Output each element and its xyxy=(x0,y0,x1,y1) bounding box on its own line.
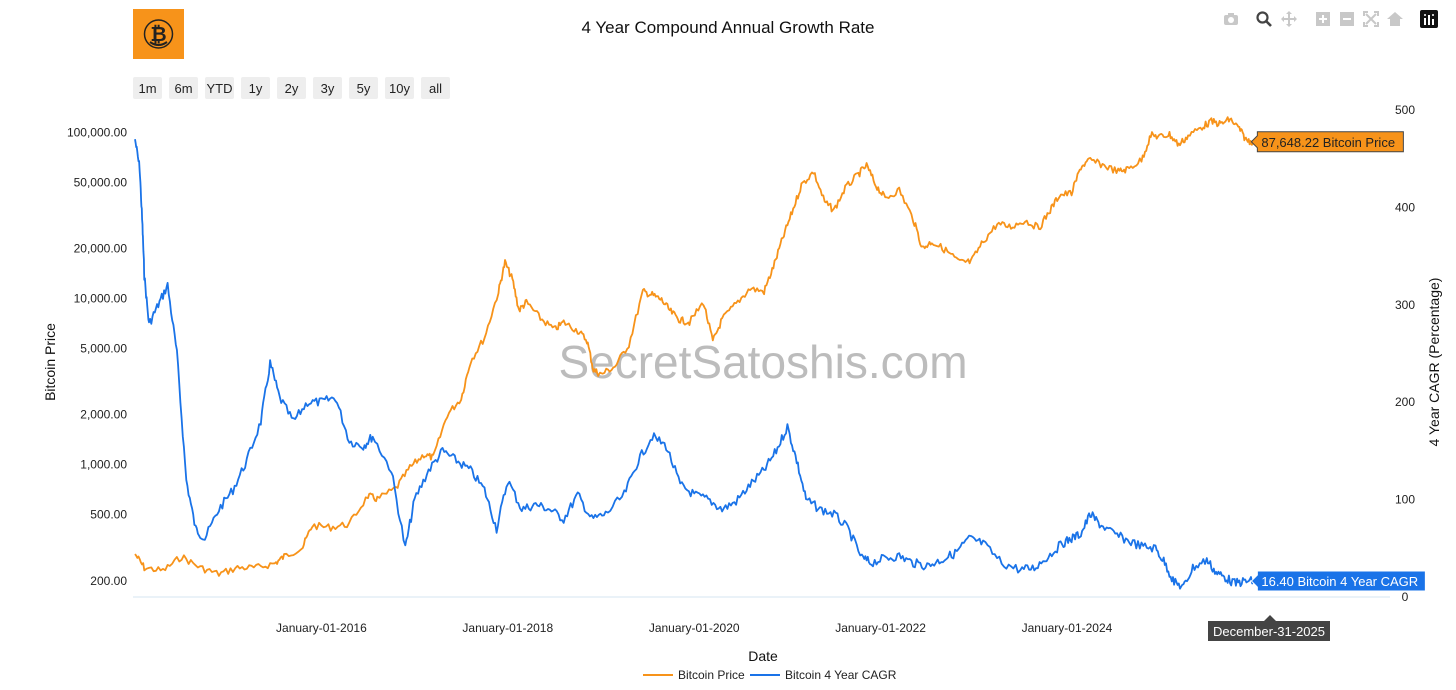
range-button-ytd[interactable]: YTD xyxy=(205,77,234,99)
range-button-6m[interactable]: 6m xyxy=(169,77,198,99)
range-button-2y[interactable]: 2y xyxy=(277,77,306,99)
y-left-tick-label: 20,000.00 xyxy=(74,241,128,255)
hover-label-date: December-31-2025 xyxy=(1208,615,1330,641)
pan-icon[interactable] xyxy=(1280,10,1298,28)
y-left-tick-label: 50,000.00 xyxy=(74,175,128,189)
legend-item-bitcoin-price[interactable]: Bitcoin Price xyxy=(643,668,745,682)
autoscale-icon[interactable] xyxy=(1362,10,1380,28)
hover-label-cagr: 16.40 Bitcoin 4 Year CAGR xyxy=(1250,570,1426,592)
zoom-out-icon[interactable] xyxy=(1338,10,1356,28)
y-left-tick-label: 200.00 xyxy=(90,574,127,588)
x-axis-title: Date xyxy=(748,648,778,664)
range-button-all[interactable]: all xyxy=(421,77,450,99)
legend-item-bitcoin-4-year-cagr[interactable]: Bitcoin 4 Year CAGR xyxy=(750,668,897,682)
x-axis-ticks: January-01-2016 January-01-2018 January-01… xyxy=(276,621,1113,635)
svg-text:₿: ₿ xyxy=(150,22,166,46)
x-tick-label: January-01-2016 xyxy=(276,621,367,635)
range-button-5y[interactable]: 5y xyxy=(349,77,378,99)
hover-price-text: 87,648.22 Bitcoin Price xyxy=(1261,135,1395,150)
y-left-tick-label: 2,000.00 xyxy=(80,408,127,422)
x-tick-label: January-01-2020 xyxy=(649,621,740,635)
hover-price-box xyxy=(1250,131,1404,153)
y-right-tick-label: 300 xyxy=(1395,298,1415,312)
range-button-10y[interactable]: 10y xyxy=(385,77,414,99)
y-left-tick-label: 500.00 xyxy=(90,508,127,522)
range-button-3y[interactable]: 3y xyxy=(313,77,342,99)
y-right-tick-label: 400 xyxy=(1395,200,1415,214)
zoom-icon[interactable] xyxy=(1255,10,1273,28)
hover-cagr-text: 16.40 Bitcoin 4 Year CAGR xyxy=(1261,574,1418,589)
hover-label-price: 87,648.22 Bitcoin Price xyxy=(1250,131,1404,153)
camera-icon[interactable] xyxy=(1222,10,1240,28)
plotly-logo-icon[interactable] xyxy=(1420,10,1438,28)
range-button-1m[interactable]: 1m xyxy=(133,77,162,99)
y-axis-left-title: Bitcoin Price xyxy=(42,323,58,401)
y-left-tick-label: 10,000.00 xyxy=(74,291,128,305)
watermark: SecretSatoshis.com xyxy=(558,336,967,388)
bitcoin-logo: ₿ xyxy=(133,9,184,59)
hover-date-text: December-31-2025 xyxy=(1213,624,1325,639)
y-axis-right-title: 4 Year CAGR (Percentage) xyxy=(1426,278,1442,447)
y-right-tick-label: 200 xyxy=(1395,395,1415,409)
y-right-tick-label: 0 xyxy=(1402,590,1409,604)
y-right-tick-label: 100 xyxy=(1395,493,1415,507)
legend: Bitcoin Price Bitcoin 4 Year CAGR xyxy=(643,668,897,682)
hover-date-box xyxy=(1208,615,1330,641)
hover-cagr-box xyxy=(1250,570,1426,592)
y-left-tick-label: 1,000.00 xyxy=(80,458,127,472)
reset-axes-icon[interactable] xyxy=(1386,10,1404,28)
y-axis-left-ticks: 200.00 500.00 1,000.00 2,000.00 5,000.00 10,0… xyxy=(67,125,127,588)
x-tick-label: January-01-2022 xyxy=(835,621,926,635)
x-tick-label: January-01-2024 xyxy=(1022,621,1113,635)
y-axis-right-ticks: 0 100 200 300 400 500 xyxy=(1395,103,1415,604)
series-line-bitcoin-4-year-cagr xyxy=(134,139,1255,590)
y-left-tick-label: 5,000.00 xyxy=(80,342,127,356)
y-left-tick-label: 100,000.00 xyxy=(67,125,127,139)
range-button-1y[interactable]: 1y xyxy=(241,77,270,99)
series-line-bitcoin-price xyxy=(134,116,1255,577)
legend-label-cagr: Bitcoin 4 Year CAGR xyxy=(785,668,897,682)
zoom-in-icon[interactable] xyxy=(1314,10,1332,28)
chart-title: 4 Year Compound Annual Growth Rate xyxy=(581,18,875,37)
legend-label-price: Bitcoin Price xyxy=(678,668,745,682)
x-tick-label: January-01-2018 xyxy=(462,621,553,635)
y-right-tick-label: 500 xyxy=(1395,103,1415,117)
